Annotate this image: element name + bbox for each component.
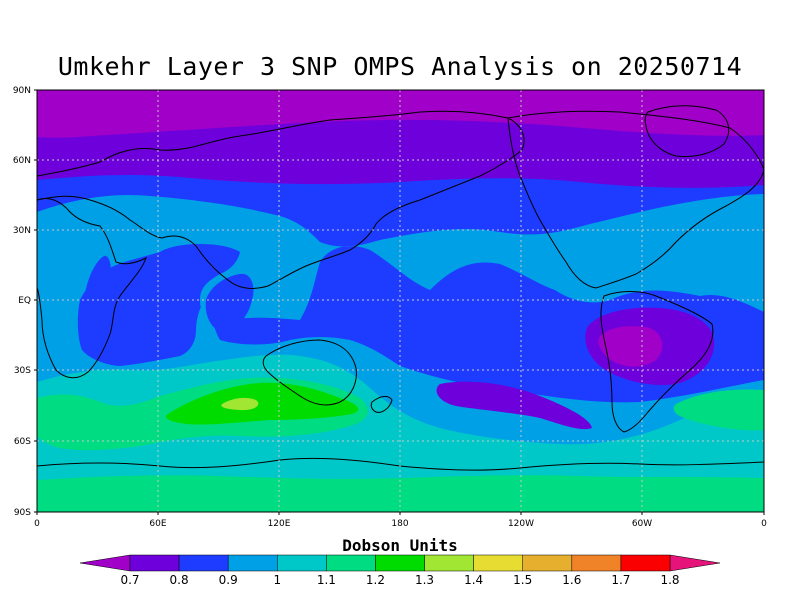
colorbar-swatch <box>522 554 573 572</box>
colorbar-swatch <box>227 554 278 572</box>
colorbar-tick-label: 0.8 <box>170 573 189 587</box>
colorbar-swatch <box>129 554 180 572</box>
colorbar-over-triangle <box>669 554 721 572</box>
lat-label-30n: 30N <box>13 226 31 236</box>
new-zealand-coastline <box>370 395 393 413</box>
greenland-coastline <box>644 105 730 157</box>
contour-band-0.7-south-america <box>598 326 663 367</box>
colorbar: 0.7 0.8 0.9 1 1.1 1.2 1.3 1.4 1.5 1.6 1.7 1.8 <box>79 554 721 587</box>
lon-label-60w: 60W <box>632 519 652 529</box>
contour-band-0.9-tropics-africa <box>84 255 112 340</box>
latitude-labels: 90N 60N 30N EQ 30S 60S 90S <box>13 86 31 518</box>
contour-band-1.2 <box>166 382 359 425</box>
lat-label-eq: EQ <box>18 296 31 306</box>
africa-coastline <box>37 198 147 379</box>
lat-label-60s: 60S <box>14 437 31 447</box>
contour-band-1.1-antarctic <box>37 475 764 512</box>
colorbar-tick-label: 1.6 <box>562 573 581 587</box>
longitude-labels: 0 60E 120E 180 120W 60W 0 <box>34 519 767 529</box>
axis-ticks <box>34 89 765 515</box>
lon-label-0-east-edge: 0 <box>761 519 767 529</box>
contour-band-0.9-tropics-maritime <box>205 273 254 332</box>
colorbar-tick-label: 1.2 <box>366 573 385 587</box>
lon-label-0-west-edge: 0 <box>34 519 40 529</box>
colorbar-swatch <box>571 554 622 572</box>
lon-label-120w: 120W <box>508 519 534 529</box>
colorbar-units-label: Dobson Units <box>342 536 458 555</box>
map-title: Umkehr Layer 3 SNP OMPS Analysis on 2025… <box>57 52 743 81</box>
colorbar-tick-label: 1 <box>273 573 281 587</box>
eurasia-coastline <box>37 110 525 289</box>
colorbar-swatch <box>620 554 671 572</box>
australia-coastline <box>262 339 357 406</box>
lat-label-90s: 90S <box>14 508 31 518</box>
colorbar-tick-label: 1.5 <box>513 573 532 587</box>
colorbar-tick-label: 0.9 <box>219 573 238 587</box>
colorbar-tick-label: 1.7 <box>611 573 630 587</box>
lon-label-120e: 120E <box>268 519 291 529</box>
contour-band-1.1-south-east <box>673 389 764 431</box>
lat-label-90n: 90N <box>13 86 31 96</box>
lon-label-60e: 60E <box>149 519 166 529</box>
colorbar-swatch <box>424 554 474 572</box>
contour-band-1.3 <box>221 397 259 410</box>
contour-band-1.0-antarctic-patch <box>37 465 764 480</box>
colorbar-tick-label: 1.3 <box>415 573 434 587</box>
lat-label-60n: 60N <box>13 156 31 166</box>
south-america-coastline <box>600 291 714 433</box>
colorbar-swatch <box>178 554 229 572</box>
colorbar-tick-label: 0.7 <box>120 573 139 587</box>
north-america-coastline <box>507 110 764 289</box>
colorbar-under-triangle <box>79 554 131 572</box>
colorbar-swatch <box>326 554 376 572</box>
colorbar-tick-label: 1.8 <box>660 573 679 587</box>
colorbar-swatch <box>375 554 425 572</box>
lat-label-30s: 30S <box>14 366 31 376</box>
lon-label-180: 180 <box>391 519 408 529</box>
colorbar-swatch <box>277 554 327 572</box>
colorbar-swatch <box>473 554 523 572</box>
map-gridlines <box>37 90 764 512</box>
colorbar-tick-label: 1.4 <box>464 573 483 587</box>
colorbar-tick-label: 1.1 <box>317 573 336 587</box>
contour-band-0.8-south-pacific <box>436 381 592 430</box>
